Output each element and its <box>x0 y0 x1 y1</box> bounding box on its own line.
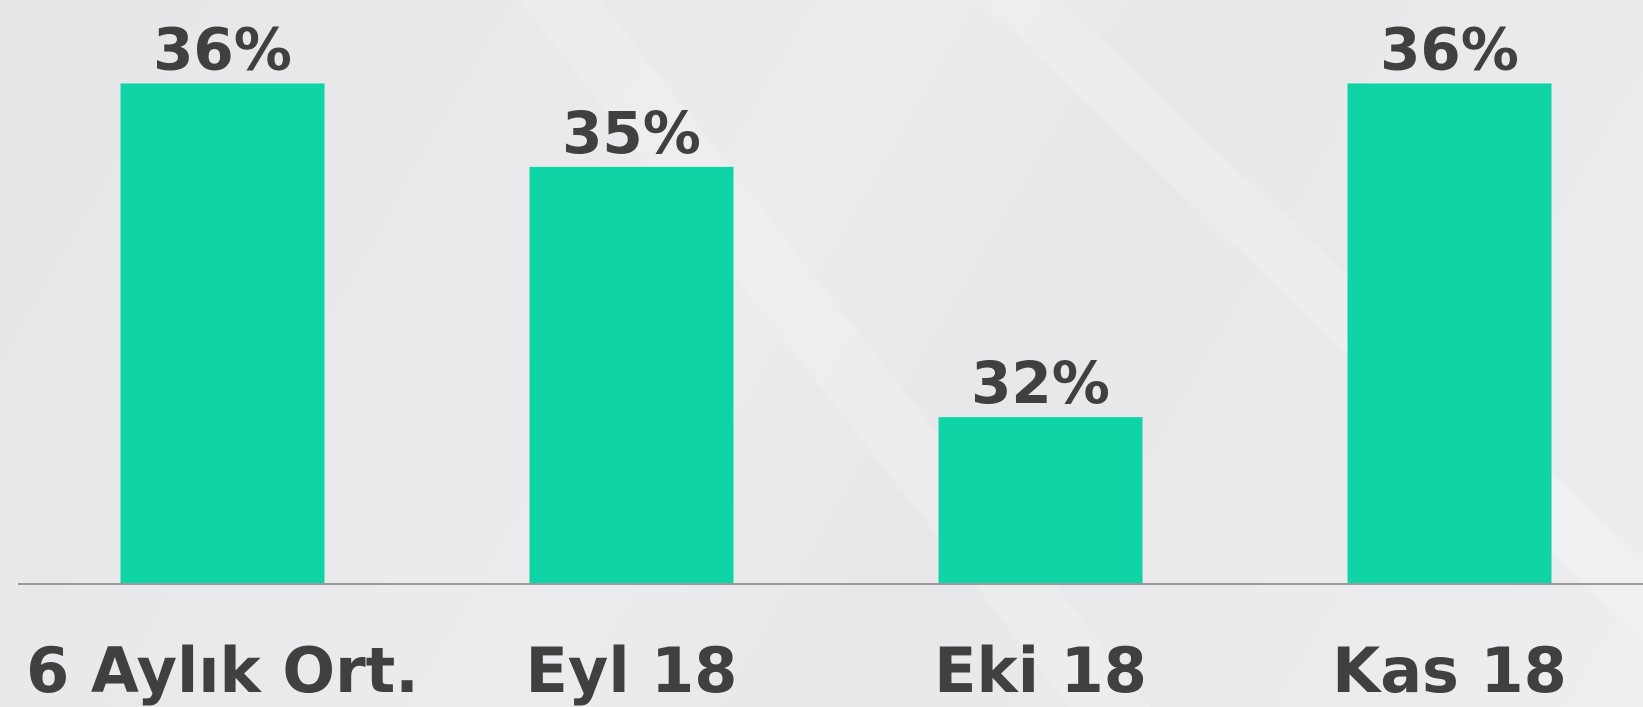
x-tick-label: 6 Aylık Ort. <box>26 634 419 707</box>
x-tick-label: Kas 18 <box>1332 634 1567 707</box>
value-label: 32% <box>971 349 1110 417</box>
x-tick-label: Eki 18 <box>934 634 1147 707</box>
bar <box>1347 83 1552 584</box>
x-tick-label: Eyl 18 <box>526 634 738 707</box>
bar <box>529 166 734 584</box>
value-label: 36% <box>153 15 292 83</box>
value-label: 35% <box>562 99 701 167</box>
bar <box>938 417 1143 584</box>
bar <box>120 83 325 584</box>
value-label: 36% <box>1380 15 1519 83</box>
